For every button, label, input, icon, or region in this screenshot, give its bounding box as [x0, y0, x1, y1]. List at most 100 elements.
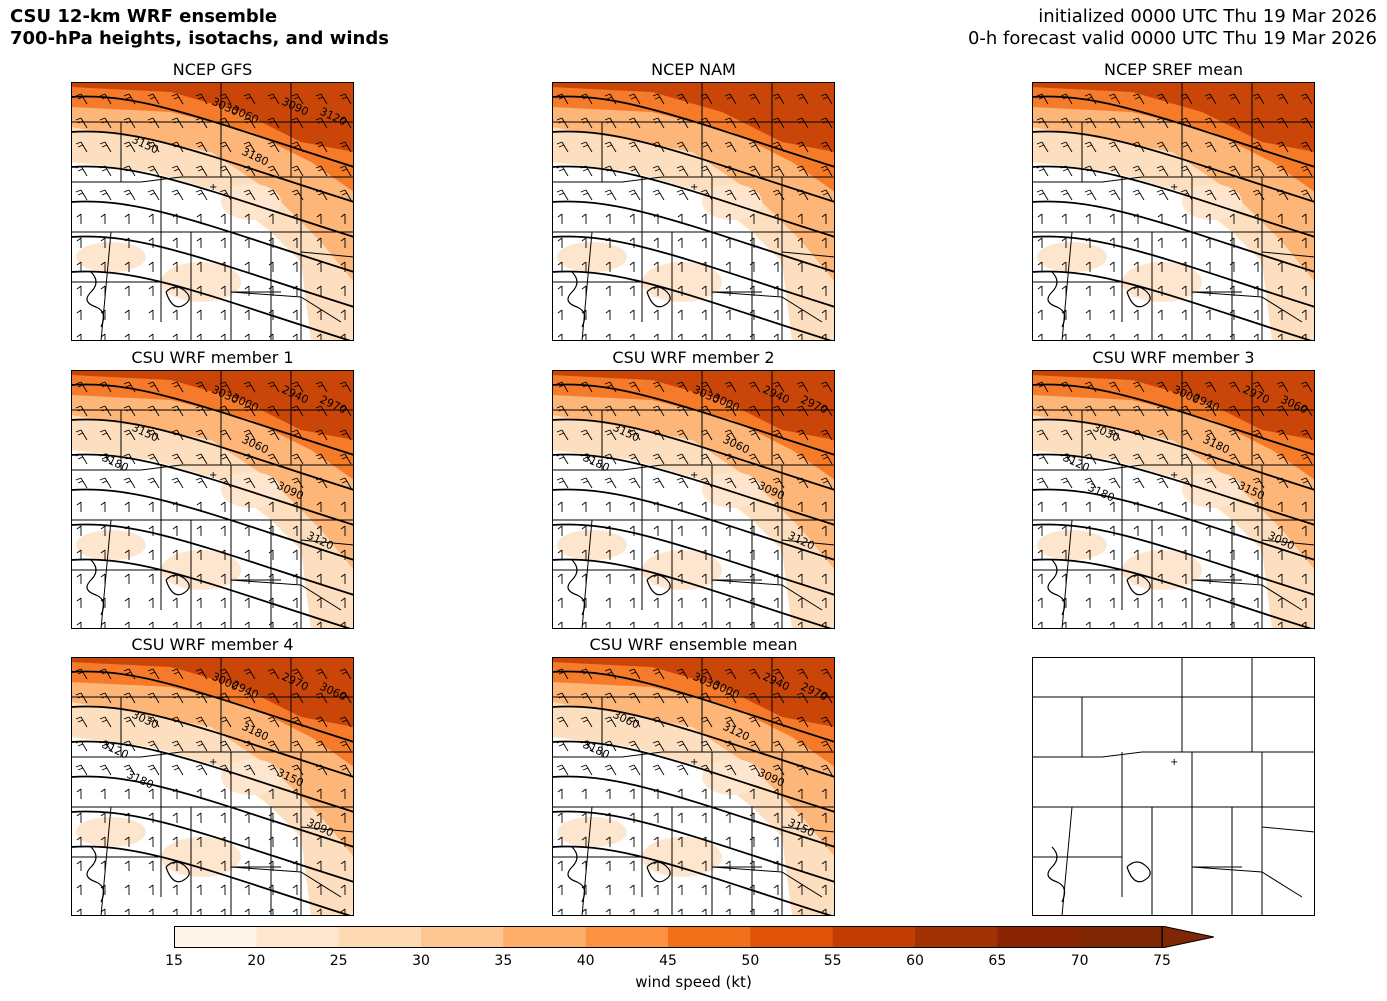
- wind-barb: [772, 764, 785, 776]
- wind-barb: [821, 501, 827, 512]
- height-contour: [71, 523, 354, 596]
- wind-barb: [243, 477, 256, 489]
- wind-barb: [677, 884, 683, 895]
- coastline: [86, 846, 190, 903]
- wind-barb: [292, 285, 298, 296]
- state-border: [711, 291, 823, 323]
- wind-barb: [628, 93, 641, 105]
- height-contour: [71, 810, 354, 883]
- wind-barb: [1277, 333, 1283, 341]
- wind-barb: [316, 908, 322, 916]
- wind-barb: [148, 213, 154, 224]
- wind-barb: [1253, 285, 1259, 296]
- height-contour: [552, 845, 835, 916]
- wind-barb: [677, 309, 683, 320]
- wind-barb: [291, 93, 304, 105]
- wind-barb: [797, 525, 803, 536]
- wind-barb: [339, 165, 352, 177]
- wind-barb: [557, 621, 563, 629]
- wind-barb: [1277, 237, 1283, 248]
- isotach-patch: [161, 550, 241, 590]
- wind-barb: [1156, 453, 1169, 465]
- wind-barb: [1061, 549, 1067, 560]
- wind-barb: [339, 740, 352, 752]
- wind-barb: [773, 261, 779, 272]
- wind-barb: [196, 812, 202, 823]
- wind-barb: [316, 237, 322, 248]
- wind-barb: [340, 860, 346, 871]
- wind-barb: [604, 668, 617, 680]
- wind-barb: [1277, 597, 1283, 608]
- wind-barb: [99, 429, 112, 441]
- wind-barb: [1252, 165, 1265, 177]
- wind-barb: [76, 525, 82, 536]
- wind-barb: [629, 285, 635, 296]
- colorbar-tick-label: 55: [823, 953, 842, 969]
- wind-barb: [557, 333, 563, 341]
- wind-barb: [821, 836, 827, 847]
- wind-barb: [243, 740, 256, 752]
- isotach-patch: [702, 472, 762, 508]
- wind-barb: [556, 668, 569, 680]
- wind-barb: [628, 740, 641, 752]
- wind-barb: [773, 213, 779, 224]
- wind-barb: [172, 261, 178, 272]
- wind-barb: [605, 788, 611, 799]
- wind-barb: [1300, 93, 1313, 105]
- wind-barb: [821, 908, 827, 916]
- wind-barb: [196, 285, 202, 296]
- wind-barb: [196, 621, 202, 629]
- wind-barb: [196, 884, 202, 895]
- wind-barb: [124, 836, 130, 847]
- wind-barb: [605, 333, 611, 341]
- wind-barb: [340, 237, 346, 248]
- wind-barb: [677, 213, 683, 224]
- height-contour: [1032, 453, 1315, 526]
- wind-barb: [604, 740, 617, 752]
- state-border: [711, 866, 823, 898]
- wind-barb: [1036, 189, 1049, 201]
- isotach-band: [71, 82, 354, 152]
- wind-barb: [244, 788, 250, 799]
- wind-barb: [339, 141, 352, 153]
- wind-barb: [796, 716, 809, 728]
- wind-barb: [172, 213, 178, 224]
- wind-barb: [99, 453, 112, 465]
- wind-barb: [292, 860, 298, 871]
- map-panel: NCEP SREF mean +: [1032, 60, 1315, 341]
- wind-barb: [123, 477, 136, 489]
- wind-barb: [725, 237, 731, 248]
- wind-barb: [1228, 141, 1241, 153]
- wind-barb: [340, 908, 346, 916]
- wind-barb: [605, 597, 611, 608]
- wind-barb: [291, 764, 304, 776]
- wind-barb: [797, 285, 803, 296]
- map-panel: CSU WRF member 2 3030 3000 2940 2970 3150 3060…: [552, 348, 835, 629]
- wind-barb: [1276, 165, 1289, 177]
- wind-barb: [1036, 141, 1049, 153]
- wind-barb: [1300, 429, 1313, 441]
- height-contour: [552, 810, 835, 883]
- wind-barb: [773, 549, 779, 560]
- wind-barb: [1037, 621, 1043, 629]
- wind-barb: [1084, 141, 1097, 153]
- wind-barb: [196, 908, 202, 916]
- wind-barb: [557, 597, 563, 608]
- wind-barb: [123, 764, 136, 776]
- wind-barb: [772, 165, 785, 177]
- wind-barb: [220, 860, 226, 871]
- wind-barb: [724, 477, 737, 489]
- wind-barb: [1301, 333, 1307, 341]
- wind-barb: [267, 165, 280, 177]
- wind-barb: [195, 93, 208, 105]
- map-plot: +: [552, 82, 835, 341]
- wind-barb: [123, 189, 136, 201]
- wind-barb: [291, 381, 304, 393]
- wind-barb: [124, 597, 130, 608]
- location-marker: +: [209, 470, 217, 481]
- wind-barb: [676, 668, 689, 680]
- wind-barb: [580, 165, 593, 177]
- wind-barb: [1060, 141, 1073, 153]
- wind-barb: [1036, 381, 1049, 393]
